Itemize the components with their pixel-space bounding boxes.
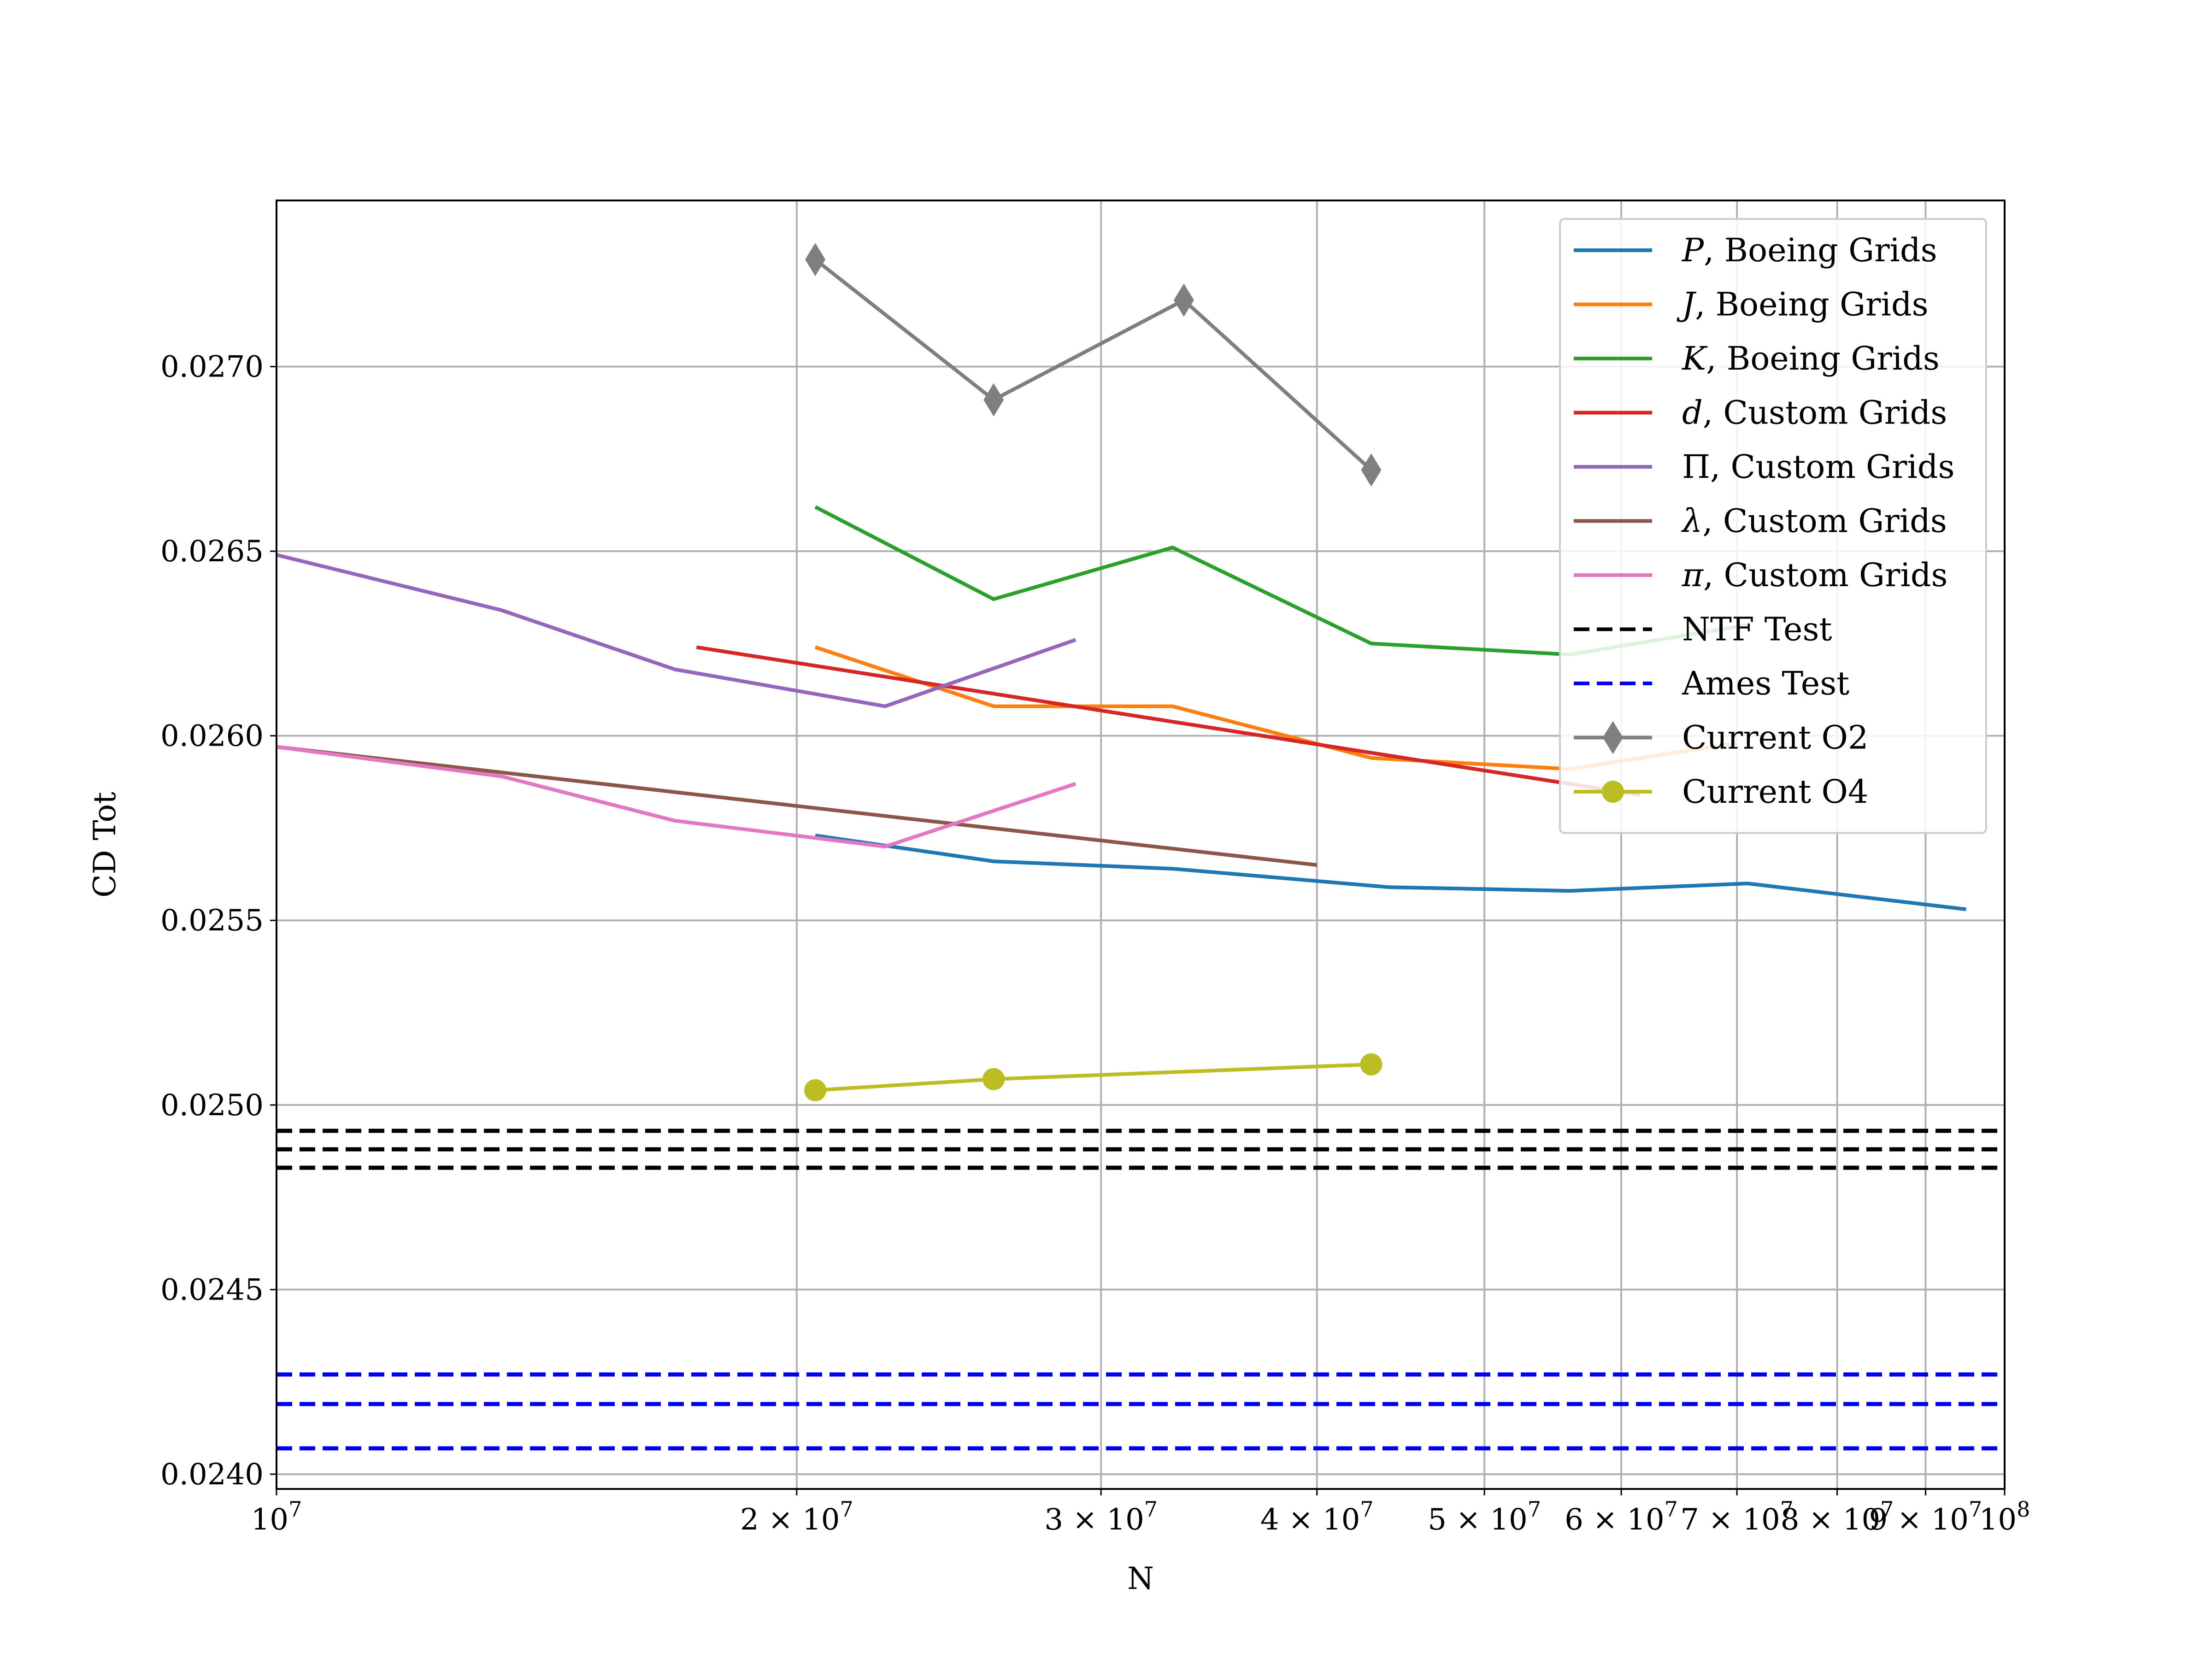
data-point-circle: [804, 1079, 827, 1101]
plot-frame: [276, 200, 2006, 1490]
y-tick-label: 0.0265: [160, 535, 264, 569]
x-axis-label: N: [1127, 1561, 1154, 1596]
legend-label: J, Boeing Grids: [1677, 286, 1929, 324]
x-tick-label: 3 × 107: [1044, 1497, 1158, 1537]
y-tick-label: 0.0250: [160, 1088, 264, 1123]
data-point-circle: [1360, 1053, 1382, 1076]
data-point-diamond: [805, 243, 826, 276]
y-axis-label: CD Tot: [87, 792, 123, 898]
legend-label: Current O2: [1682, 719, 1868, 757]
legend-label: d, Custom Grids: [1682, 394, 1947, 432]
series-line--: [276, 745, 1318, 867]
y-tick-label: 0.0255: [160, 904, 264, 938]
legend: P, Boeing Grids J, Boeing Grids K, Boeing …: [1559, 218, 1987, 834]
series-line--: [276, 745, 1077, 848]
legend-label: P, Boeing Grids: [1681, 231, 1937, 269]
x-tick-label: 107: [251, 1497, 302, 1537]
legend-label: NTF Test: [1682, 611, 1832, 648]
legend-marker-diamond: [1603, 721, 1623, 754]
axis-ticks: 107 2 × 107 3 × 107 4 × 107 5 × 107 6 × 107 7 …: [160, 350, 2030, 1537]
x-tick-label: 8 × 107: [1781, 1497, 1894, 1537]
x-tick-label: 5 × 107: [1428, 1497, 1541, 1537]
legend-label: Current O4: [1682, 773, 1868, 811]
reference-lines: [276, 1129, 2005, 1451]
data-point-circle: [982, 1068, 1005, 1090]
x-tick-label: 9 × 107: [1869, 1497, 1983, 1537]
legend-box: [1559, 218, 1987, 834]
x-tick-label: 6 × 107: [1565, 1497, 1678, 1537]
series-line--: [276, 553, 1077, 708]
legend-label: Π, Custom Grids: [1682, 448, 1955, 486]
series-line-d: [696, 645, 1640, 797]
legend-label: π, Custom Grids: [1682, 556, 1947, 594]
data-point-diamond: [1361, 453, 1382, 487]
y-tick-label: 0.0240: [160, 1458, 264, 1492]
data-point-diamond: [1173, 283, 1194, 317]
legend-label: K, Boeing Grids: [1681, 340, 1940, 377]
y-tick-label: 0.0260: [160, 719, 264, 753]
x-tick-label: 2 × 107: [740, 1497, 853, 1537]
x-tick-label: 4 × 107: [1260, 1497, 1374, 1537]
legend-label: Ames Test: [1682, 665, 1849, 702]
data-point-diamond: [983, 383, 1004, 417]
y-tick-label: 0.0270: [160, 350, 264, 384]
series-line-p: [815, 834, 1966, 912]
x-tick-label: 108: [1979, 1497, 2030, 1537]
y-tick-label: 0.0245: [160, 1273, 264, 1307]
x-tick-label: 7 × 107: [1680, 1497, 1794, 1537]
legend-label: λ, Custom Grids: [1681, 502, 1947, 540]
series-line-current-o2: [814, 258, 1373, 471]
legend-marker-circle: [1602, 781, 1624, 803]
